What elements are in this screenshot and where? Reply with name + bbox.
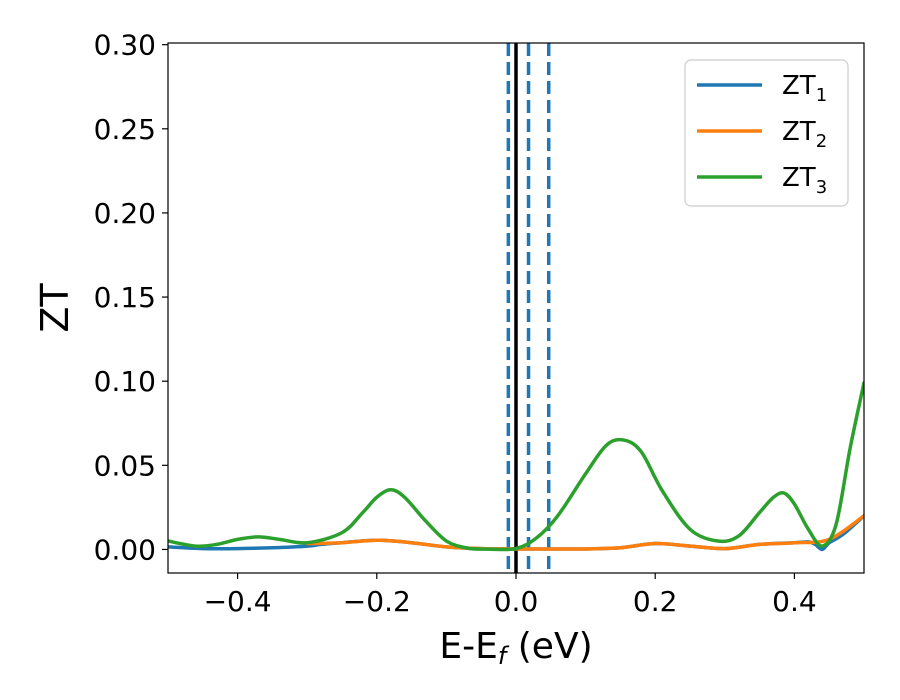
- series-line-zt3: [168, 381, 864, 552]
- x-tick-label: 0.0: [494, 585, 539, 618]
- legend-label-zt3: ZT3: [782, 163, 827, 198]
- y-tick-label: 0.05: [94, 449, 156, 482]
- series-lines: [168, 381, 864, 552]
- x-axis-label: E-Ef (eV): [439, 626, 592, 670]
- y-tick-label: 0.15: [94, 281, 156, 314]
- x-tick-label: 0.4: [772, 585, 817, 618]
- x-axis-ticks: −0.4 −0.2 0.0 0.2 0.4: [204, 573, 817, 618]
- y-axis-label: ZT: [33, 283, 77, 333]
- legend-label-zt2: ZT2: [782, 117, 827, 152]
- x-tick-label: −0.4: [204, 585, 272, 618]
- y-tick-label: 0.25: [94, 113, 156, 146]
- y-tick-label: 0.00: [94, 533, 156, 566]
- legend: ZT1 ZT2 ZT3: [684, 59, 849, 207]
- series-line-zt2: [305, 514, 864, 551]
- x-axis-label-tail: (eV): [506, 626, 592, 667]
- reference-lines: [506, 43, 551, 573]
- x-axis-label-main: E-E: [439, 626, 497, 667]
- x-tick-label: −0.2: [343, 585, 411, 618]
- x-tick-label: 0.2: [633, 585, 678, 618]
- y-tick-label: 0.20: [94, 197, 156, 230]
- y-tick-label: 0.30: [94, 29, 156, 62]
- y-tick-label: 0.10: [94, 365, 156, 398]
- y-axis-ticks: 0.00 0.05 0.10 0.15 0.20 0.25 0.30: [94, 29, 168, 566]
- legend-frame: [684, 59, 849, 207]
- legend-label-zt1: ZT1: [782, 71, 827, 106]
